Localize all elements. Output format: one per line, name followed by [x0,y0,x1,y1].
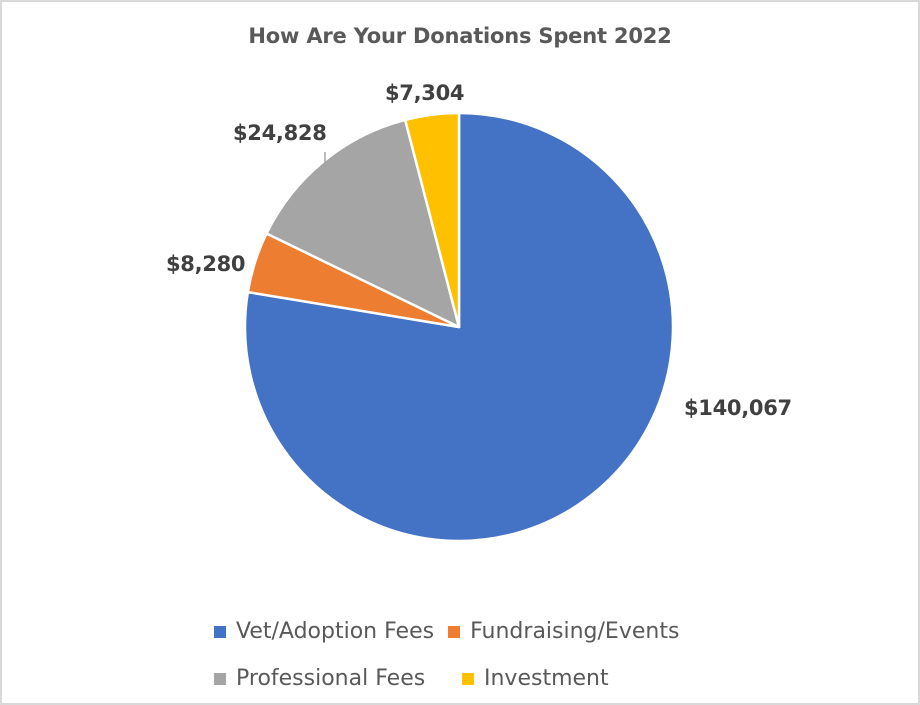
data-label-fundraising: $8,280 [166,252,246,276]
legend-item-investment: Investment [462,666,609,691]
legend-label-investment: Investment [484,666,609,691]
legend-item-vet: Vet/Adoption Fees [214,619,434,644]
data-label-investment: $7,304 [385,81,465,105]
pie-slice-professional-fees [265,118,461,329]
pie-slices [243,111,675,543]
data-label-professional: $24,828 [233,121,327,145]
legend-label-professional: Professional Fees [236,666,426,691]
legend-swatch-investment [462,672,474,685]
legend: Vet/Adoption Fees Fundraising/Events Pro… [214,608,679,702]
legend-label-fundraising: Fundraising/Events [470,619,680,644]
legend-swatch-vet [214,625,226,638]
legend-item-fundraising: Fundraising/Events [448,619,679,644]
legend-item-professional: Professional Fees [214,666,462,691]
data-label-vet: $140,067 [684,396,792,420]
chart-title: How Are Your Donations Spent 2022 [248,24,672,48]
legend-swatch-professional [214,672,226,685]
legend-swatch-fundraising [448,625,461,638]
legend-row-2: Professional Fees Investment [214,655,679,702]
pie-slice-vet-adoption-fees [243,111,675,543]
legend-row-1: Vet/Adoption Fees Fundraising/Events [214,608,679,655]
legend-label-vet: Vet/Adoption Fees [236,619,435,644]
pie-slice-investment [403,111,461,329]
